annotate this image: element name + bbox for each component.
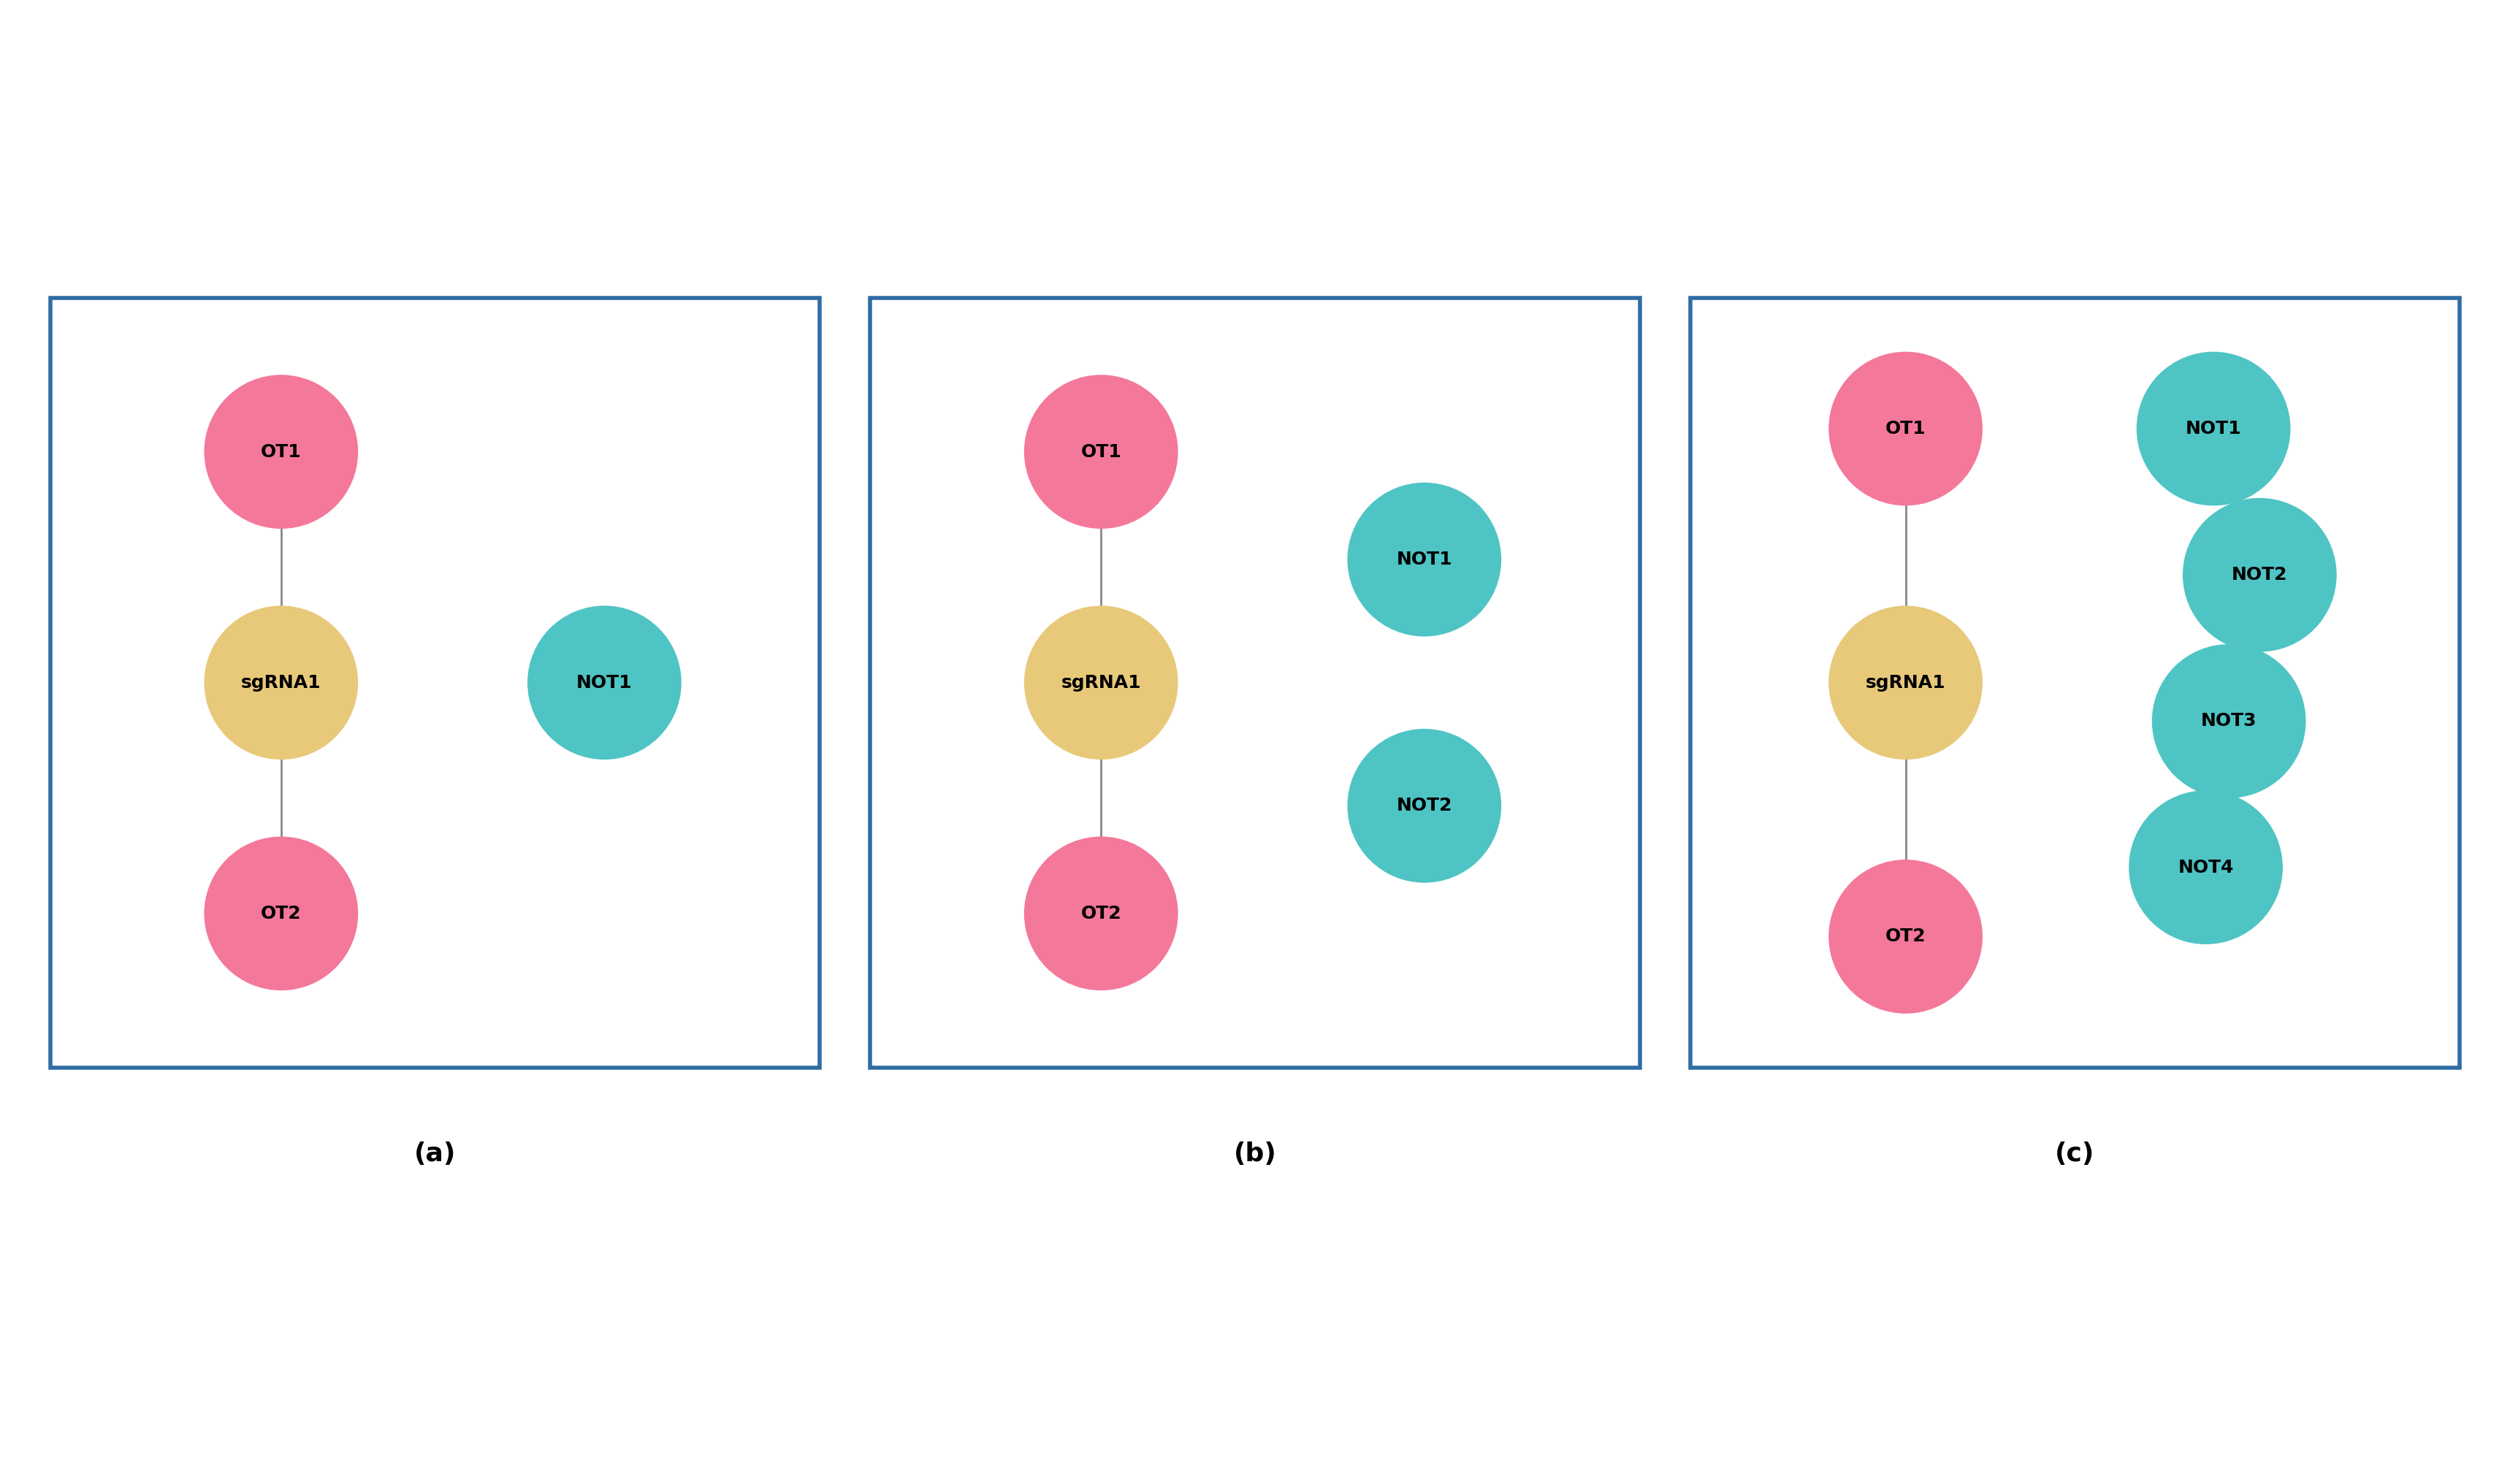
Text: NOT1: NOT1 — [2186, 420, 2241, 438]
FancyBboxPatch shape — [871, 298, 1639, 1067]
Text: sgRNA1: sgRNA1 — [1062, 674, 1142, 692]
Text: OT2: OT2 — [261, 905, 301, 922]
Circle shape — [1348, 729, 1501, 883]
Circle shape — [1348, 482, 1501, 637]
Circle shape — [1830, 352, 1983, 506]
Text: OT1: OT1 — [1082, 444, 1122, 460]
Text: (c): (c) — [2056, 1141, 2096, 1166]
FancyBboxPatch shape — [1689, 298, 2460, 1067]
Text: (b): (b) — [1232, 1141, 1278, 1166]
Circle shape — [203, 837, 359, 990]
Circle shape — [203, 605, 359, 760]
Text: sgRNA1: sgRNA1 — [241, 674, 321, 692]
Circle shape — [527, 605, 680, 760]
Circle shape — [1830, 605, 1983, 760]
Text: NOT2: NOT2 — [1396, 797, 1453, 815]
Text: NOT4: NOT4 — [2179, 859, 2234, 876]
Text: OT1: OT1 — [261, 444, 301, 460]
Text: NOT1: NOT1 — [577, 674, 633, 692]
Circle shape — [2184, 499, 2337, 651]
Circle shape — [1830, 859, 1983, 1014]
Circle shape — [2151, 644, 2307, 798]
Circle shape — [2128, 791, 2282, 944]
Circle shape — [1024, 375, 1177, 528]
Text: (a): (a) — [414, 1141, 457, 1166]
Circle shape — [1024, 605, 1177, 760]
Text: NOT1: NOT1 — [1396, 551, 1453, 568]
Text: NOT2: NOT2 — [2231, 565, 2287, 583]
Text: OT1: OT1 — [1885, 420, 1925, 438]
Text: OT2: OT2 — [1885, 928, 1925, 945]
Circle shape — [203, 375, 359, 528]
FancyBboxPatch shape — [50, 298, 821, 1067]
Circle shape — [1024, 837, 1177, 990]
Text: sgRNA1: sgRNA1 — [1865, 674, 1945, 692]
Text: NOT3: NOT3 — [2201, 712, 2256, 730]
Text: OT2: OT2 — [1082, 905, 1122, 922]
Circle shape — [2136, 352, 2292, 506]
